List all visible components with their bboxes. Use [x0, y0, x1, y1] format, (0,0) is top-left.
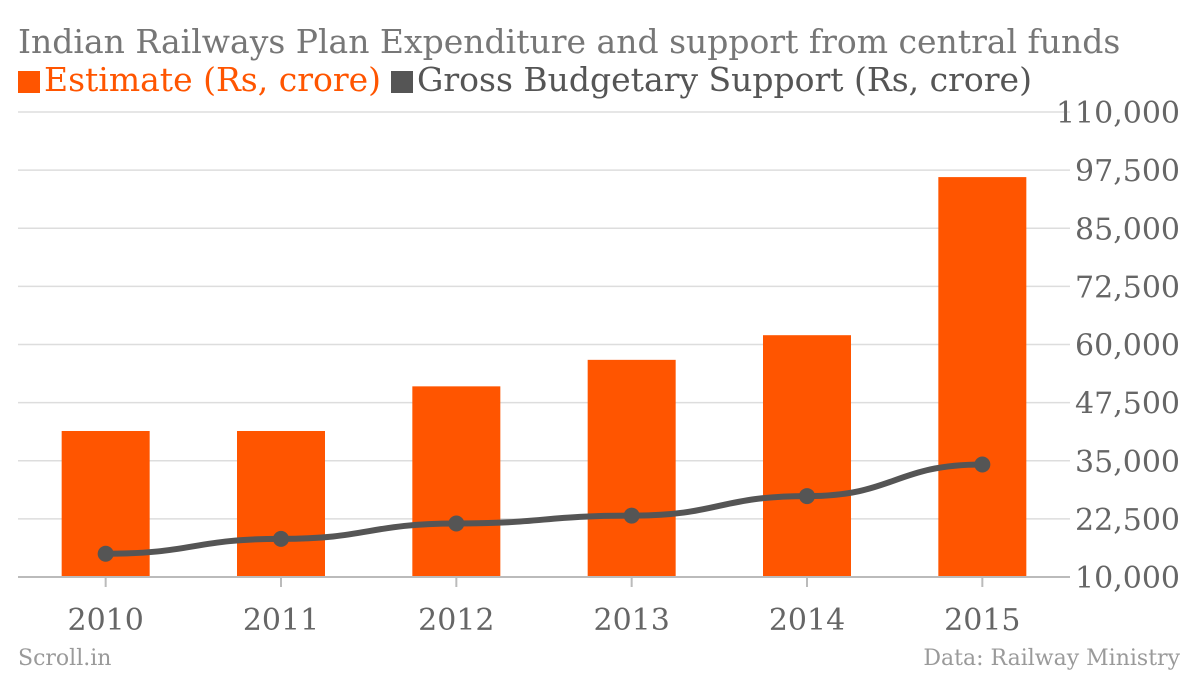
- source-credit-left: Scroll.in: [18, 646, 112, 671]
- x-tick-label: 2015: [944, 603, 1020, 638]
- bar-estimate: [763, 335, 851, 577]
- y-tick-label: 97,500: [1075, 154, 1180, 189]
- legend-label-estimate: Estimate (Rs, crore): [44, 60, 382, 99]
- chart-legend: Estimate (Rs, crore) Gross Budgetary Sup…: [18, 60, 1042, 100]
- bar-layer: [61, 177, 1027, 577]
- y-tick-label: 22,500: [1075, 503, 1180, 538]
- source-credit-right: Data: Railway Ministry: [923, 646, 1180, 671]
- legend-swatch-estimate: [18, 71, 40, 93]
- legend-label-gbs: Gross Budgetary Support (Rs, crore): [417, 60, 1032, 99]
- x-tick-label: 2011: [243, 603, 319, 638]
- y-tick-label: 85,000: [1075, 212, 1180, 247]
- y-tick-label: 72,500: [1075, 270, 1180, 305]
- x-tick-label: 2014: [769, 603, 845, 638]
- legend-item-gbs: Gross Budgetary Support (Rs, crore): [391, 60, 1032, 100]
- series-line-gbs: [102, 461, 986, 557]
- legend-swatch-gbs: [391, 71, 414, 93]
- line-layer: [97, 456, 991, 562]
- y-tick-label: 60,000: [1075, 329, 1180, 364]
- y-tick-label: 35,000: [1075, 445, 1180, 480]
- x-tick-label: 2010: [67, 603, 143, 638]
- x-tick-label: 2012: [418, 603, 494, 638]
- x-tick-label: 2013: [593, 603, 669, 638]
- point-gbs: [97, 545, 114, 562]
- point-gbs: [448, 515, 465, 532]
- bar-estimate: [412, 386, 501, 577]
- grid-layer: [18, 111, 1070, 520]
- bar-estimate: [237, 430, 325, 577]
- bar-estimate: [938, 177, 1027, 577]
- point-gbs: [273, 530, 289, 547]
- y-tick-label: 110,000: [1056, 96, 1180, 131]
- bar-estimate: [587, 359, 676, 577]
- axis-layer: 10,000 22,500 35,000 47,500 60,000 72,500 85,0…: [18, 96, 1180, 638]
- chart-title: Indian Railways Plan Expenditure and sup…: [18, 22, 1121, 61]
- y-tick-label: 10,000: [1075, 561, 1180, 596]
- point-gbs: [623, 507, 640, 524]
- y-tick-label: 47,500: [1075, 387, 1180, 422]
- legend-item-estimate: Estimate (Rs, crore): [18, 60, 381, 100]
- point-gbs: [974, 456, 991, 473]
- point-gbs: [799, 488, 815, 505]
